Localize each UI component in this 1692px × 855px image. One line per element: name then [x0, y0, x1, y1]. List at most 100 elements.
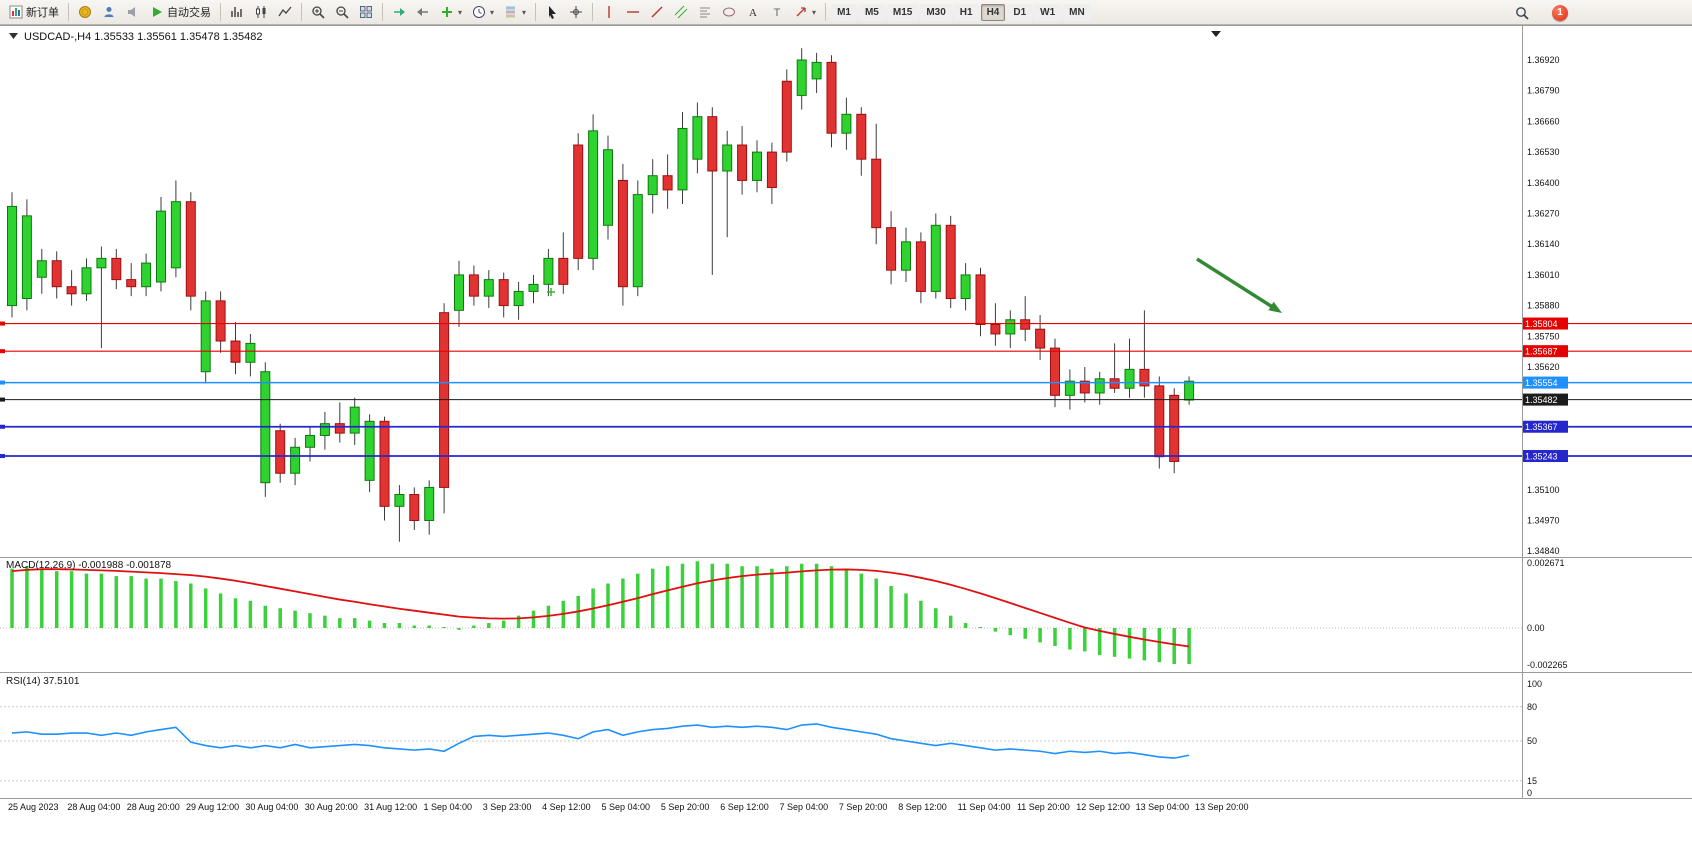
- timeframe-m30-button[interactable]: M30: [920, 3, 952, 21]
- price-axis[interactable]: [1522, 26, 1692, 798]
- time-axis-label: 7 Sep 20:00: [839, 802, 888, 812]
- line-handle[interactable]: [0, 424, 5, 429]
- templates-button[interactable]: ▾: [500, 2, 530, 22]
- price-axis-label: 1.35750: [1527, 331, 1560, 341]
- cursor-button[interactable]: [541, 2, 563, 22]
- candle: [409, 494, 420, 521]
- candle: [66, 286, 77, 295]
- line-handle[interactable]: [0, 349, 5, 354]
- price-axis-label: 1.36920: [1527, 55, 1560, 65]
- price-tag-label: 1.35687: [1525, 347, 1558, 357]
- periods-button[interactable]: ▾: [468, 2, 498, 22]
- timeframe-h1-button[interactable]: H1: [953, 3, 979, 21]
- candle: [1169, 394, 1180, 462]
- candle: [275, 430, 286, 474]
- line-handle[interactable]: [0, 397, 5, 402]
- timeframe-h4-button[interactable]: H4: [980, 3, 1006, 21]
- price-tag-label: 1.35482: [1525, 395, 1558, 405]
- time-axis[interactable]: [0, 798, 1692, 822]
- toolbar: 新订单 自动交易 ▾ ▾ ▾ A T ▾ M1 M5 M15 M30 H1 H4 D1 W1 MN 1: [0, 0, 1692, 25]
- price-tag: [1522, 317, 1568, 330]
- mql5-community-button[interactable]: [74, 2, 96, 22]
- toolbar-separator: [68, 3, 69, 21]
- timeframe-w1-button[interactable]: W1: [1034, 3, 1062, 21]
- fibo-icon: [700, 7, 711, 18]
- zoom-out-button[interactable]: [331, 2, 353, 22]
- candle: [588, 130, 599, 259]
- label-button[interactable]: T: [766, 2, 788, 22]
- arrows-button[interactable]: ▾: [790, 2, 820, 22]
- price-axis-label: 1.36660: [1527, 116, 1560, 126]
- price-tag-label: 1.35554: [1525, 378, 1558, 388]
- notification-badge[interactable]: 1: [1552, 4, 1568, 21]
- bars-icon: [231, 7, 242, 17]
- text-a-icon: A: [749, 7, 757, 19]
- line-chart-button[interactable]: [274, 2, 296, 22]
- timeframe-d1-button[interactable]: D1: [1007, 3, 1033, 21]
- tile-icon: [360, 6, 372, 18]
- line-handle[interactable]: [0, 380, 5, 385]
- new-order-button[interactable]: 新订单: [5, 2, 63, 22]
- candle: [1050, 347, 1060, 396]
- candle: [1139, 368, 1150, 387]
- autotrading-button[interactable]: 自动交易: [146, 2, 215, 22]
- candle: [752, 151, 762, 181]
- channel-button[interactable]: [670, 2, 692, 22]
- chart-shift-button[interactable]: [412, 2, 434, 22]
- rsi-axis-label: 100: [1527, 679, 1542, 689]
- tile-windows-button[interactable]: [355, 2, 377, 22]
- news-button[interactable]: [122, 2, 144, 22]
- search-button[interactable]: [1511, 3, 1533, 23]
- search-icon: [1516, 6, 1529, 20]
- auto-scroll-button[interactable]: [388, 2, 410, 22]
- vertical-line-button[interactable]: [598, 2, 620, 22]
- time-axis-label: 6 Sep 12:00: [720, 802, 769, 812]
- crosshair-button[interactable]: [565, 2, 587, 22]
- rsi-axis-label: 0: [1527, 788, 1532, 798]
- timeframe-m5-button[interactable]: M5: [858, 3, 885, 21]
- candle: [543, 257, 554, 285]
- candle: [468, 274, 479, 297]
- indicators-button[interactable]: ▾: [436, 2, 466, 22]
- rsi-label: RSI(14) 37.5101: [6, 676, 80, 687]
- candle: [856, 113, 867, 160]
- chart-plot-area[interactable]: [0, 26, 1522, 798]
- arrow-annotation[interactable]: [1196, 257, 1275, 310]
- candle: [51, 260, 62, 288]
- text-button[interactable]: A: [742, 2, 764, 22]
- arrow-annotation-head[interactable]: [1268, 301, 1282, 313]
- price-axis-label: 1.36270: [1527, 208, 1560, 218]
- chart-collapse-icon[interactable]: [9, 33, 18, 39]
- timeframe-mn-button[interactable]: MN: [1063, 3, 1091, 21]
- autotrading-button-label: 自动交易: [167, 7, 211, 19]
- line-handle[interactable]: [0, 321, 5, 326]
- time-axis-label: 11 Sep 04:00: [958, 802, 1011, 812]
- toolbar-separator: [382, 3, 383, 21]
- user-profile-button[interactable]: [98, 2, 120, 22]
- chart-menu-icon[interactable]: [1211, 31, 1221, 37]
- candle: [662, 175, 673, 191]
- svg-text:A: A: [749, 7, 757, 19]
- candle: [1064, 380, 1075, 396]
- timeframe-m15-button[interactable]: M15: [886, 3, 919, 21]
- chart-title: USDCAD-,H4 1.35533 1.35561 1.35478 1.354…: [24, 31, 263, 43]
- candle: [1035, 328, 1046, 349]
- zoom-in-button[interactable]: [307, 2, 329, 22]
- coin-icon: [79, 6, 91, 18]
- price-tag: [1522, 393, 1568, 406]
- crosshair-icon: [570, 6, 583, 18]
- shapes-button[interactable]: [718, 2, 740, 22]
- timeframe-m1-button[interactable]: M1: [831, 3, 857, 21]
- fibonacci-button[interactable]: [694, 2, 716, 22]
- person-icon: [104, 7, 114, 17]
- candle: [1094, 378, 1105, 394]
- trendline-button[interactable]: [646, 2, 668, 22]
- price-tag-label: 1.35243: [1525, 452, 1558, 462]
- horizontal-line-button[interactable]: [622, 2, 644, 22]
- candlestick-chart-button[interactable]: [250, 2, 272, 22]
- dropdown-arrow-icon: ▾: [458, 7, 463, 17]
- candle: [811, 61, 822, 80]
- bar-chart-button[interactable]: [226, 2, 248, 22]
- channel-icon: [674, 5, 688, 19]
- line-handle[interactable]: [0, 454, 5, 459]
